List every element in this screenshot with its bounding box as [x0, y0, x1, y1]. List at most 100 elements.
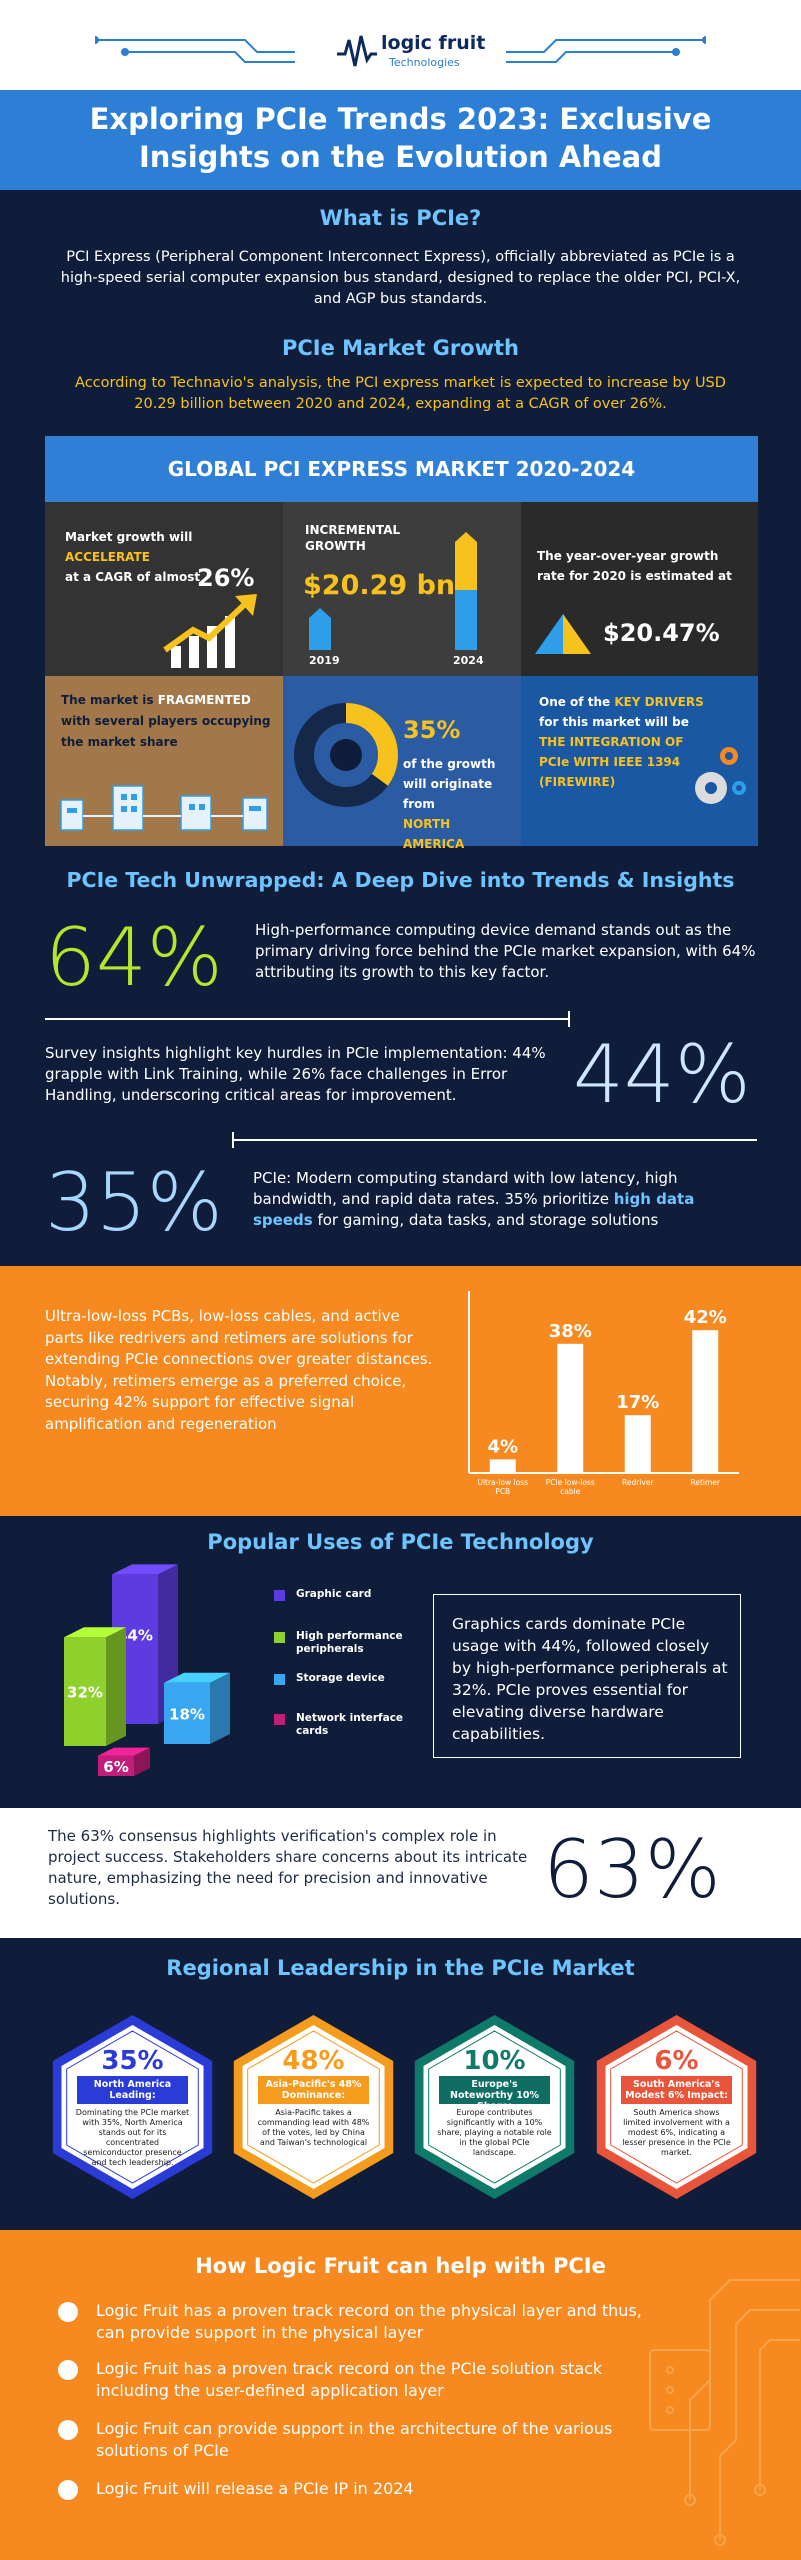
stat-64-text: High-performance computing device demand…: [255, 921, 756, 981]
bar-top: [112, 1564, 178, 1575]
brand-sub: Technologies: [389, 56, 460, 69]
bullet-icon: [58, 2302, 78, 2322]
incremental-cell: INCREMENTAL GROWTH $20.29 bn 2019 2024: [283, 502, 521, 676]
category-label: PCIe low-loss: [546, 1478, 595, 1487]
help-item: Logic Fruit will release a PCIe IP in 20…: [96, 2479, 414, 2498]
popular-heading: Popular Uses of PCIe Technology: [207, 1530, 594, 1554]
market-growth-text: According to Technavio's analysis, the P…: [75, 375, 726, 412]
popular-chart: 44% 32% 18% 6%: [64, 1564, 230, 1776]
bar-value-label: 42%: [684, 1307, 727, 1328]
hexagon-frame: [52, 2015, 213, 2199]
pyramid-icon: [535, 614, 591, 654]
yoy-value: $20.47%: [603, 619, 720, 647]
bar: [489, 1459, 516, 1473]
bar-value-label: 18%: [169, 1705, 205, 1723]
page-title: Exploring PCIe Trends 2023: Exclusive In…: [89, 102, 712, 174]
bar: [692, 1330, 719, 1473]
zigzag-top: [0, 1808, 801, 1816]
na-value: 35%: [403, 716, 461, 744]
hexagon-frame: [596, 2015, 757, 2199]
region-percent: 35%: [101, 2046, 164, 2076]
bar-value-label: 38%: [549, 1321, 592, 1342]
bullet-icon: [58, 2480, 78, 2500]
bar-side: [210, 1672, 230, 1744]
year-start: 2019: [309, 654, 340, 667]
region-card: 10% Europe's Noteworthy 10% Share: Europe …: [407, 2012, 582, 2202]
circuit-lines-right-icon: [506, 36, 706, 63]
signal-text: Ultra-low-loss PCBs, low-loss cables, an…: [45, 1307, 433, 1433]
legend-swatch: [274, 1632, 285, 1643]
bar-top: [164, 1672, 230, 1683]
region-label: South America's Modest 6% Impact:: [621, 2076, 732, 2104]
bar-value-label: 32%: [67, 1684, 103, 1702]
bar-value-label: 6%: [103, 1758, 128, 1776]
region-label: Europe's Noteworthy 10% Share:: [439, 2076, 550, 2112]
region-description: South America shows limited involvement …: [622, 2108, 731, 2157]
stat-44-text: Survey insights highlight key hurdles in…: [45, 1044, 546, 1104]
bar-top: [98, 1747, 150, 1756]
help-heading: How Logic Fruit can help with PCIe: [195, 2254, 606, 2278]
bar-side: [106, 1627, 126, 1746]
na-text: of the growth will originate from NORTH A…: [403, 757, 496, 851]
brand-name: logic fruit: [381, 32, 486, 54]
yoy-cell: The year-over-year growth rate for 2020 …: [521, 502, 758, 676]
category-label: Redriver: [622, 1478, 654, 1487]
region-card: 48% Asia-Pacific's 48% Dominance: Asia-Pac…: [226, 2012, 401, 2202]
verification-value: 63%: [543, 1823, 721, 1916]
category-label: PCB: [495, 1487, 510, 1496]
bar-front: [164, 1682, 210, 1744]
bar-top: [64, 1627, 126, 1638]
bar-value-label: 17%: [616, 1392, 659, 1413]
circuit-lines-left-icon: [95, 36, 295, 63]
region-percent: 48%: [282, 2046, 345, 2076]
gears-icon: [695, 747, 746, 804]
region-description: Europe contributes significantly with a …: [437, 2108, 552, 2157]
help-section: [0, 2230, 801, 2560]
popular-textbox: Graphics cards dominate PCIe usage with …: [433, 1594, 741, 1758]
signal-section: [0, 1266, 801, 1516]
logo-wave-icon: [337, 35, 377, 67]
help-item: Logic Fruit has a proven track record on…: [96, 2359, 603, 2400]
hexagon-frame: [233, 2015, 394, 2199]
na-donut-chart: [294, 703, 398, 807]
title-banner: Exploring PCIe Trends 2023: Exclusive In…: [0, 90, 801, 190]
deep-dive-heading: PCIe Tech Unwrapped: A Deep Dive into Tr…: [66, 868, 735, 892]
logo[interactable]: logic fruit Technologies: [333, 30, 485, 74]
hex-inner: [610, 2030, 743, 2184]
region-description: Asia-Pacific takes a commanding lead wit…: [257, 2108, 370, 2147]
region-label: Asia-Pacific's 48% Dominance:: [258, 2076, 369, 2104]
cagr-cell: Market growth will ACCELERATE at a CAGR o…: [45, 502, 283, 676]
region-label: North America Leading:: [77, 2076, 188, 2104]
bullet-icon: [58, 2360, 78, 2380]
stat-44-value: 44%: [573, 1028, 751, 1121]
hex-inner: [66, 2030, 199, 2184]
bar-value-label: 4%: [487, 1436, 518, 1457]
help-item: Logic Fruit has a proven track record on…: [96, 2301, 642, 2342]
year-end: 2024: [453, 654, 484, 667]
category-label: cable: [560, 1487, 581, 1496]
zigzag-bottom: [0, 1930, 801, 1938]
category-label: Retimer: [690, 1478, 720, 1487]
yoy-text: The year-over-year growth rate for 2020 …: [537, 549, 732, 583]
what-is-text: PCI Express (Peripheral Component Interc…: [60, 249, 741, 307]
help-item: Logic Fruit can provide support in the a…: [96, 2419, 613, 2460]
incremental-bars-icon: [309, 532, 477, 650]
verification-text: The 63% consensus highlights verificatio…: [48, 1827, 528, 1908]
bar: [557, 1343, 584, 1473]
bullet-icon: [58, 2420, 78, 2440]
legend-label: High performance peripherals: [296, 1630, 403, 1655]
bar-side: [134, 1747, 150, 1776]
legend-label: Storage device: [296, 1672, 385, 1684]
divider-line-2: [232, 1139, 757, 1141]
global-market-title: GLOBAL PCI EXPRESS MARKET 2020-2024: [167, 457, 636, 481]
bar-front: [98, 1755, 134, 1776]
legend-swatch: [274, 1590, 285, 1601]
north-america-cell: 35% of the growth will originate from NOR…: [283, 676, 521, 851]
incremental-value: $20.29 bn: [303, 570, 456, 601]
hex-inner: [428, 2030, 561, 2184]
divider-line: [45, 1018, 570, 1020]
key-drivers-text: One of the KEY DRIVERS for this market wi…: [539, 695, 704, 789]
divider-tick-2: [232, 1132, 234, 1148]
header: logic fruit Technologies: [0, 0, 801, 90]
